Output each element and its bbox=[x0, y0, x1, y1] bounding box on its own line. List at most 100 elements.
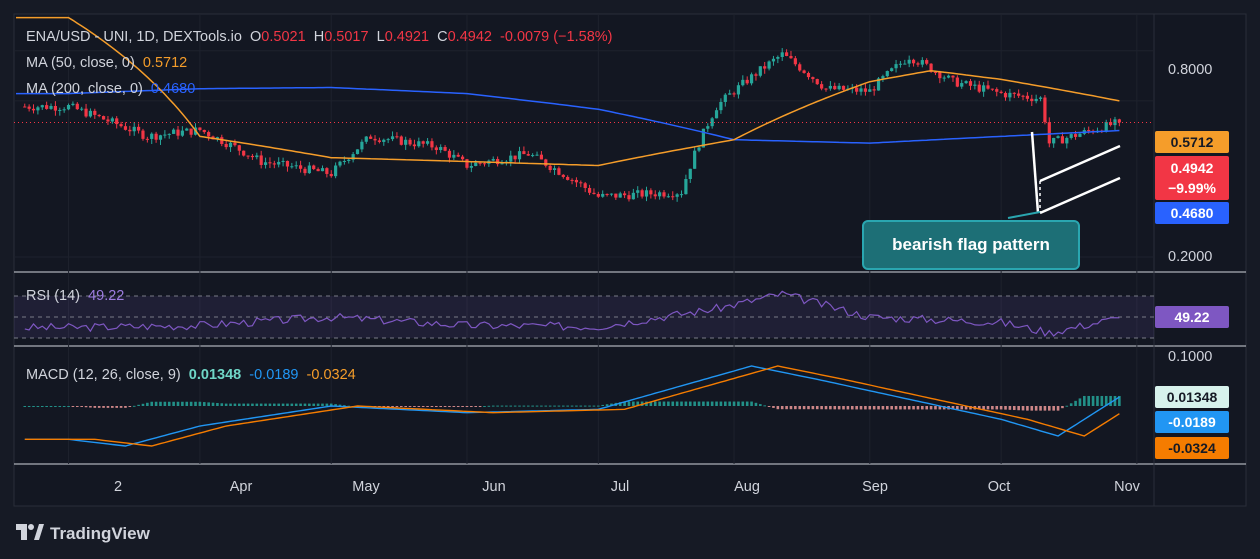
macd-histogram-bar bbox=[969, 406, 972, 410]
macd-histogram-bar bbox=[32, 406, 35, 407]
macd-histogram-bar bbox=[233, 403, 237, 406]
macd-histogram-bar bbox=[172, 401, 175, 406]
macd-histogram-bar bbox=[325, 403, 329, 406]
candle-body bbox=[439, 147, 443, 151]
candle-body bbox=[347, 159, 351, 161]
candle-body bbox=[784, 52, 789, 56]
candle-body bbox=[557, 168, 561, 175]
macd-histogram-bar bbox=[605, 404, 609, 406]
macd-histogram-bar bbox=[820, 406, 823, 410]
macd-histogram-bar bbox=[960, 406, 964, 410]
macd-histogram-bar bbox=[478, 406, 482, 407]
candle-body bbox=[658, 192, 662, 197]
macd-histogram-bar bbox=[417, 406, 421, 407]
macd-histogram-bar bbox=[583, 405, 587, 407]
macd-histogram-bar bbox=[224, 403, 228, 406]
candle-body bbox=[942, 77, 946, 79]
candle-body bbox=[364, 136, 368, 142]
candle-body bbox=[841, 85, 846, 90]
signal-value: -0.0189 bbox=[249, 367, 299, 383]
macd-histogram-bar bbox=[597, 405, 600, 407]
macd-histogram-bar bbox=[84, 406, 88, 408]
candle-body bbox=[1017, 93, 1021, 96]
macd-histogram-bar bbox=[1065, 405, 1069, 407]
rsi-line bbox=[24, 290, 1120, 337]
rsi-value: 49.22 bbox=[88, 288, 125, 304]
macd-histogram-bar bbox=[321, 403, 324, 406]
candle-body bbox=[62, 109, 66, 111]
candle-body bbox=[316, 169, 320, 172]
macd-histogram-bar bbox=[872, 406, 876, 410]
candle-body bbox=[688, 168, 692, 179]
date-tick-label: Jun bbox=[482, 479, 506, 495]
macd-histogram-bar bbox=[894, 406, 898, 410]
macd-histogram-bar bbox=[632, 401, 635, 406]
macd-histogram-bar bbox=[789, 406, 793, 410]
candle-body bbox=[968, 81, 973, 86]
candle-body bbox=[233, 142, 237, 146]
candle-body bbox=[390, 136, 395, 140]
macd-histogram-bar bbox=[702, 401, 705, 406]
candle-body bbox=[1060, 136, 1065, 144]
macd-histogram-bar bbox=[456, 406, 460, 407]
candle-body bbox=[1012, 92, 1016, 94]
macd-histogram-bar bbox=[522, 405, 526, 407]
macd-histogram-bar bbox=[242, 403, 245, 406]
macd-histogram-bar bbox=[566, 405, 569, 407]
candle-body bbox=[373, 138, 377, 141]
candle-body bbox=[382, 139, 386, 142]
macd-histogram-bar bbox=[535, 405, 539, 407]
hist-badge: -0.0324 bbox=[1155, 437, 1229, 459]
macd-legend: MACD (12, 26, close, 9) 0.01348 -0.0189 … bbox=[26, 367, 356, 383]
candle-body bbox=[745, 79, 749, 84]
macd-histogram-bar bbox=[1091, 395, 1095, 406]
candle-body bbox=[460, 156, 465, 160]
macd-histogram-bar bbox=[483, 405, 486, 407]
candle-body bbox=[290, 166, 294, 168]
candle-body bbox=[49, 105, 53, 109]
macd-histogram-bar bbox=[1008, 406, 1012, 410]
candle-body bbox=[40, 105, 44, 108]
macd-histogram-bar bbox=[141, 403, 145, 406]
macd-histogram-bar bbox=[62, 406, 66, 407]
candle-body bbox=[990, 88, 994, 90]
macd-histogram-bar bbox=[548, 405, 552, 407]
macd-histogram-bar bbox=[194, 401, 197, 406]
macd-histogram-bar bbox=[67, 406, 70, 407]
macd-histogram-bar bbox=[531, 405, 534, 407]
candle-body bbox=[1021, 95, 1025, 97]
macd-histogram-bar bbox=[623, 401, 626, 406]
macd-histogram-bar bbox=[829, 406, 832, 410]
candle-body bbox=[916, 63, 920, 65]
ma200-line bbox=[16, 86, 1120, 144]
macd-histogram-bar bbox=[1034, 406, 1038, 411]
candle-body bbox=[714, 110, 719, 119]
macd-histogram-bar bbox=[938, 406, 942, 410]
macd-histogram-bar bbox=[163, 401, 167, 406]
candle-body bbox=[833, 85, 837, 90]
candle-body bbox=[719, 101, 723, 111]
candle-body bbox=[701, 128, 706, 148]
date-tick-label: Apr bbox=[229, 479, 253, 495]
macd-histogram-bar bbox=[343, 405, 346, 407]
macd-histogram-bar bbox=[916, 406, 920, 410]
date-tick-label: 2 bbox=[113, 479, 123, 495]
macd-histogram-bar bbox=[382, 406, 386, 407]
macd-histogram-bar bbox=[653, 401, 657, 406]
candle-body bbox=[1008, 92, 1012, 98]
macd-histogram-bar bbox=[491, 405, 495, 407]
candle-body bbox=[609, 193, 614, 195]
candle-body bbox=[412, 144, 417, 147]
macd-histogram-bar bbox=[97, 406, 101, 408]
candle-body bbox=[434, 147, 438, 151]
candle-body bbox=[960, 83, 964, 87]
candle-body bbox=[123, 126, 128, 130]
macd-histogram-bar bbox=[308, 403, 311, 406]
candle-body bbox=[408, 139, 412, 145]
candle-body bbox=[23, 106, 27, 108]
macd-histogram-bar bbox=[106, 406, 110, 408]
macd-histogram-bar bbox=[737, 401, 740, 406]
macd-histogram-bar bbox=[470, 406, 473, 407]
macd-histogram-bar bbox=[697, 401, 701, 406]
candle-body bbox=[106, 119, 110, 122]
